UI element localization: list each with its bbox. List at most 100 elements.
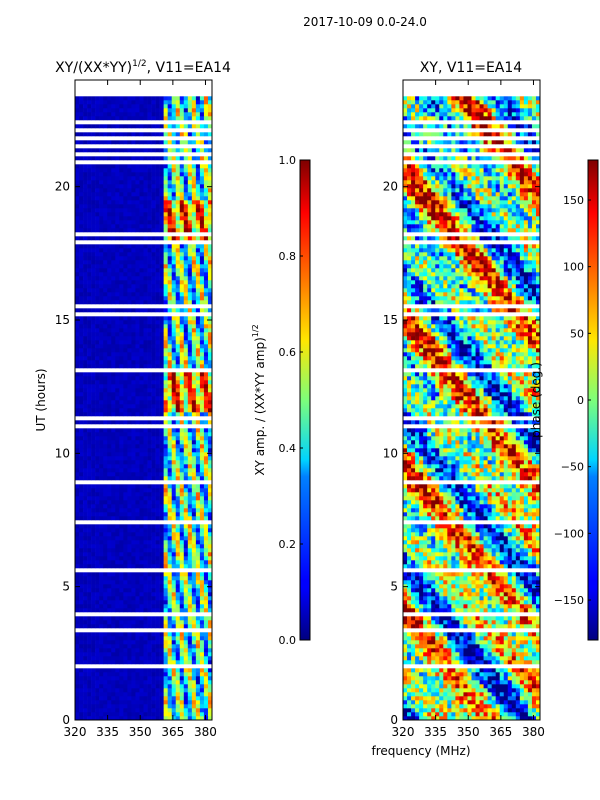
heatmap-cell: [183, 400, 189, 405]
heatmap-cell: [151, 448, 156, 453]
heatmap-cell: [527, 696, 533, 701]
heatmap-cell: [183, 680, 189, 685]
heatmap-cell: [207, 604, 212, 609]
heatmap-cell: [451, 704, 456, 709]
heatmap-cell: [179, 700, 185, 705]
heatmap-cell: [87, 448, 92, 453]
heatmap-cell: [171, 608, 177, 613]
heatmap-cell: [187, 676, 193, 681]
heatmap-cell: [83, 652, 88, 657]
flagged-time-band: [75, 424, 212, 429]
heatmap-cell: [95, 532, 100, 537]
heatmap-cell: [151, 428, 156, 433]
heatmap-cell: [403, 688, 408, 693]
heatmap-cell: [175, 420, 181, 425]
heatmap-cell: [91, 196, 96, 201]
heatmap-cell: [163, 564, 168, 569]
heatmap-cell: [83, 200, 88, 205]
heatmap-cell: [159, 692, 164, 697]
heatmap-cell: [107, 276, 112, 281]
heatmap-cell: [495, 708, 501, 713]
heatmap-cell: [87, 600, 92, 605]
heatmap-cell: [75, 264, 80, 269]
heatmap-cell: [111, 376, 116, 381]
y-tick-label: 5: [62, 580, 70, 594]
heatmap-cell: [95, 516, 100, 521]
heatmap-cell: [159, 636, 164, 641]
heatmap-cell: [111, 204, 116, 209]
heatmap-cell: [151, 484, 156, 489]
heatmap-cell: [207, 420, 212, 425]
heatmap-cell: [123, 648, 128, 653]
heatmap-cell: [151, 500, 156, 505]
heatmap-cell: [183, 280, 189, 285]
heatmap-cell: [119, 524, 124, 529]
heatmap-cell: [199, 184, 205, 189]
heatmap-cell: [103, 468, 108, 473]
heatmap-cell: [75, 488, 80, 493]
heatmap-cell: [191, 640, 197, 645]
heatmap-cell: [139, 268, 144, 273]
heatmap-cell: [139, 400, 144, 405]
heatmap-cell: [423, 700, 428, 705]
heatmap-cell: [143, 236, 148, 241]
heatmap-cell: [195, 496, 201, 501]
heatmap-cell: [83, 712, 88, 717]
heatmap-cell: [143, 684, 148, 689]
heatmap-cell: [195, 116, 201, 121]
heatmap-cell: [103, 680, 108, 685]
heatmap-cell: [199, 268, 205, 273]
heatmap-cell: [183, 524, 189, 529]
heatmap-cell: [463, 704, 468, 709]
heatmap-cell: [135, 220, 140, 225]
heatmap-cell: [171, 696, 177, 701]
heatmap-cell: [87, 652, 92, 657]
heatmap-cell: [139, 608, 144, 613]
heatmap-cell: [479, 692, 484, 697]
heatmap-cell: [123, 352, 128, 357]
heatmap-cell: [155, 676, 160, 681]
heatmap-cell: [199, 464, 205, 469]
heatmap-cell: [175, 540, 181, 545]
heatmap-cell: [503, 692, 509, 697]
heatmap-cell: [135, 672, 140, 677]
heatmap-cell: [107, 356, 112, 361]
heatmap-cell: [179, 352, 185, 357]
heatmap-cell: [151, 436, 156, 441]
heatmap-cell: [191, 196, 197, 201]
heatmap-cell: [159, 512, 164, 517]
heatmap-cell: [103, 592, 108, 597]
heatmap-cell: [79, 352, 84, 357]
heatmap-cell: [95, 148, 100, 153]
heatmap-cell: [95, 180, 100, 185]
heatmap-cell: [167, 148, 173, 153]
heatmap-cell: [139, 288, 144, 293]
heatmap-cell: [151, 600, 156, 605]
heatmap-cell: [131, 460, 136, 465]
heatmap-cell: [159, 708, 164, 713]
heatmap-cell: [187, 192, 193, 197]
heatmap-cell: [203, 156, 209, 161]
heatmap-cell: [467, 692, 472, 697]
heatmap-cell: [183, 248, 189, 253]
heatmap-cell: [99, 444, 104, 449]
heatmap-cell: [87, 296, 92, 301]
heatmap-cell: [99, 636, 104, 641]
heatmap-cell: [75, 208, 80, 213]
heatmap-cell: [99, 608, 104, 613]
heatmap-cell: [151, 688, 156, 693]
heatmap-cell: [119, 384, 124, 389]
heatmap-cell: [123, 204, 128, 209]
heatmap-cell: [127, 244, 132, 249]
heatmap-cell: [135, 196, 140, 201]
heatmap-cell: [83, 348, 88, 353]
heatmap-cell: [195, 300, 201, 305]
heatmap-cell: [91, 488, 96, 493]
heatmap-cell: [151, 96, 156, 101]
heatmap-cell: [119, 388, 124, 393]
heatmap-cell: [407, 700, 412, 705]
heatmap-cell: [103, 552, 108, 557]
heatmap-cell: [99, 400, 104, 405]
heatmap-cell: [139, 284, 144, 289]
heatmap-cell: [75, 548, 80, 553]
